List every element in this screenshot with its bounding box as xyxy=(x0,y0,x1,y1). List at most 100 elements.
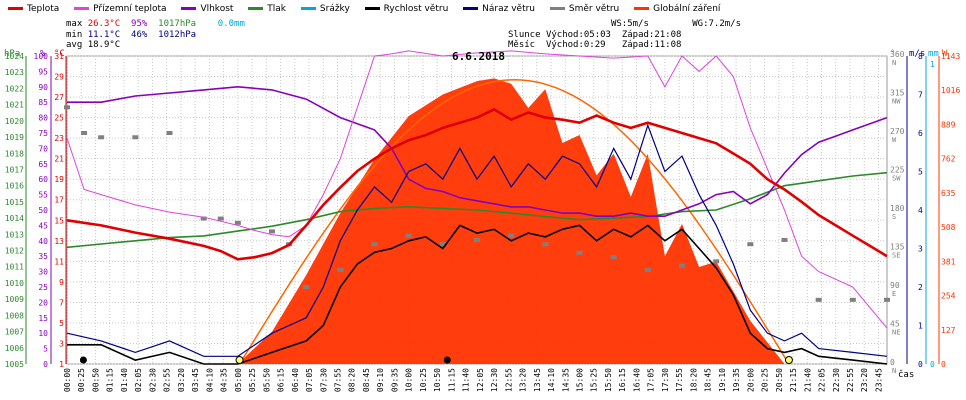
avg-label: avg xyxy=(66,40,83,50)
min-temp: 11.1°C xyxy=(87,29,121,40)
time-tick-label: 12:55 xyxy=(504,368,513,392)
dir-tick-name: SW xyxy=(892,175,901,183)
pct-tick: 45 xyxy=(38,221,48,230)
ms-tick: 6 xyxy=(918,129,923,138)
wind-dir-point xyxy=(713,259,720,264)
temp-tick: 29 xyxy=(54,73,64,82)
time-tick-label: 04:10 xyxy=(205,368,214,392)
temp-tick: 17 xyxy=(54,196,64,205)
wm-tick: 762 xyxy=(941,155,956,164)
slunce-label: Slunce xyxy=(508,29,541,40)
sunrise-marker xyxy=(235,356,244,364)
time-tick-label: 18:20 xyxy=(689,368,698,392)
wind-dir-point xyxy=(98,135,105,140)
dir-tick-deg: 315 xyxy=(890,89,905,98)
pct-tick: 65 xyxy=(38,160,48,169)
dir-tick-name: N xyxy=(892,59,896,67)
time-tick-label: 19:10 xyxy=(718,368,727,392)
hpa-tick: 1012 xyxy=(5,247,24,256)
max-label: max xyxy=(66,19,83,29)
wind-dir-point xyxy=(474,237,480,242)
chart-title: 6.6.2018 xyxy=(452,50,505,63)
legend: Teplota Přízemní teplota Vlhkost Tlak Sr… xyxy=(8,3,732,17)
time-tick-label: 17:55 xyxy=(675,368,684,392)
max-temp: 26.3°C xyxy=(87,19,121,29)
pct-tick: 85 xyxy=(38,98,48,107)
time-tick-label: 07:05 xyxy=(305,368,314,392)
pct-tick: 15 xyxy=(38,314,48,323)
temp-unit: °C xyxy=(54,49,65,59)
sunset: Západ:21:08 xyxy=(621,29,682,40)
hpa-unit: hPa xyxy=(4,49,20,59)
time-tick-label: 10:50 xyxy=(433,368,442,392)
time-tick-label: 07:30 xyxy=(319,368,328,392)
time-tick-label: 14:35 xyxy=(561,368,570,392)
max-rain: 0.0mm xyxy=(217,19,245,29)
wind-dir-point xyxy=(371,242,378,247)
ms-tick: 5 xyxy=(918,168,923,177)
dir-tick-deg: 90 xyxy=(890,281,900,290)
temp-tick: 25 xyxy=(54,114,64,123)
pct-tick: 80 xyxy=(38,114,48,123)
ms-tick: 2 xyxy=(918,283,923,292)
sunset-marker xyxy=(784,356,793,364)
hpa-tick: 1006 xyxy=(5,344,24,353)
pct-tick: 25 xyxy=(38,283,48,292)
temp-tick: 5 xyxy=(59,319,64,328)
wind-dir-point xyxy=(747,242,754,247)
ms-tick: 1 xyxy=(918,322,923,331)
x-unit: čas xyxy=(898,369,914,380)
wind-dir-point xyxy=(81,131,88,135)
hpa-tick: 1010 xyxy=(5,279,24,288)
wm-unit: W xyxy=(942,49,948,59)
time-tick-label: 22:55 xyxy=(846,368,855,392)
temp-tick: 9 xyxy=(59,278,64,287)
time-tick-label: 17:05 xyxy=(647,368,656,392)
wm-tick: 1016 xyxy=(941,86,960,95)
temp-tick: 21 xyxy=(54,155,64,164)
temperature-line xyxy=(66,107,888,261)
dir-tick-deg: 45 xyxy=(890,320,900,329)
hpa-tick: 1015 xyxy=(5,198,24,207)
wind-dir-point xyxy=(64,105,70,110)
wind-dir-point xyxy=(303,285,310,289)
temp-tick: 31 xyxy=(54,52,64,61)
wind-dir-point xyxy=(234,220,241,225)
pct-tick: 50 xyxy=(38,206,48,215)
pct-tick: 20 xyxy=(38,298,48,307)
time-tick-label: 01:40 xyxy=(120,368,129,392)
temp-tick: 7 xyxy=(59,298,64,307)
ms-tick: 8 xyxy=(918,52,923,61)
time-tick-label: 00:00 xyxy=(63,368,72,392)
time-tick-label: 14:10 xyxy=(547,368,556,392)
dir-tick-deg: 135 xyxy=(890,243,905,252)
hpa-tick: 1022 xyxy=(5,84,24,93)
time-tick-label: 17:30 xyxy=(661,368,670,392)
wm-tick: 508 xyxy=(941,223,956,232)
temp-tick: 11 xyxy=(54,257,64,266)
dir-tick-name: N xyxy=(892,367,896,375)
hpa-tick: 1014 xyxy=(5,214,24,223)
dir-tick-deg: 270 xyxy=(890,127,905,136)
pct-tick: 100 xyxy=(34,52,49,61)
pct-tick: 60 xyxy=(38,175,48,184)
wm-tick: 1143 xyxy=(941,52,960,61)
hpa-tick: 1016 xyxy=(5,182,24,191)
legend-item-wind-gust: Náraz větru xyxy=(463,4,535,14)
time-tick-label: 09:10 xyxy=(376,368,385,392)
time-tick-label: 23:20 xyxy=(860,368,869,392)
legend-item-radiation: Globální záření xyxy=(634,4,720,14)
temp-tick: 19 xyxy=(54,175,64,184)
wm-tick: 127 xyxy=(941,326,956,335)
hpa-tick: 1009 xyxy=(5,295,24,304)
wg-value: WG:7.2m/s xyxy=(692,19,742,29)
wm-tick: 381 xyxy=(941,257,956,266)
time-tick-label: 16:40 xyxy=(632,368,641,392)
max-pressure: 1017hPa xyxy=(158,19,197,29)
wind-dir-point xyxy=(542,242,549,247)
wind-dir-point xyxy=(644,267,651,272)
pct-tick: 0 xyxy=(43,360,48,369)
temp-tick: 3 xyxy=(59,339,64,348)
ms-tick: 7 xyxy=(918,91,923,100)
